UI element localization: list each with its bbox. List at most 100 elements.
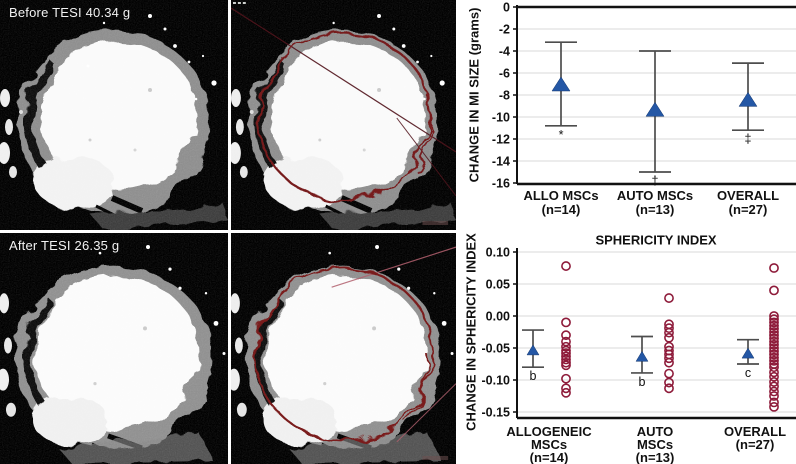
- y-tick-label: -0.10: [482, 374, 511, 388]
- data-point-circle: [561, 330, 571, 341]
- sphericity-chart-title: SPHERICITY INDEX: [595, 232, 717, 248]
- data-point-circle: [769, 330, 779, 341]
- data-point-circle: [561, 354, 571, 365]
- ct-panel-before-plain: Before TESI 40.34 g: [0, 0, 228, 230]
- x-group-label: (n=27): [729, 202, 768, 217]
- data-point-circle: [561, 261, 571, 271]
- ct-scan-after: [0, 233, 228, 464]
- y-tick-label: -12: [492, 133, 510, 147]
- data-point-circle: [769, 336, 779, 347]
- data-point-circle: [561, 387, 571, 398]
- data-point-circle: [664, 357, 674, 368]
- x-group-label: (n=27): [736, 437, 775, 452]
- data-point-circle: [769, 346, 779, 357]
- data-point-circle: [769, 343, 779, 353]
- x-group-label: (n=13): [636, 202, 675, 217]
- data-point-circle: [769, 314, 779, 325]
- y-tick-label: 0.00: [486, 310, 510, 324]
- ct-panel-after-traced: [231, 233, 456, 464]
- data-point-circle: [769, 355, 779, 366]
- data-point-circle: [561, 360, 571, 371]
- sphericity-chart: 0.100.050.00-0.05-0.10-0.15bALLOGENEICMS…: [482, 246, 796, 464]
- data-point-circle: [664, 332, 674, 343]
- y-tick-label: -6: [499, 67, 510, 81]
- ct-panel-before-traced: [231, 0, 456, 230]
- data-point-circle: [769, 381, 779, 392]
- ct-scan-after-traced: [231, 233, 456, 464]
- ct-label-after: After TESI 26.35 g: [9, 238, 120, 253]
- data-point-circle: [561, 383, 571, 394]
- mean-triangle-marker: [738, 91, 758, 107]
- data-point-circle: [769, 327, 779, 337]
- significance-marker: †: [652, 174, 659, 188]
- mean-triangle-marker: [635, 350, 649, 362]
- y-tick-label: -2: [499, 23, 510, 37]
- y-tick-label: 0.10: [486, 246, 510, 260]
- data-point-circle: [664, 383, 674, 394]
- mean-triangle-marker: [551, 76, 571, 92]
- data-point-circle: [769, 317, 779, 328]
- mi-chart-y-axis-label: CHANGE IN MI SIZE (grams): [466, 7, 482, 183]
- data-point-circle: [664, 323, 674, 334]
- ct-label-before: Before TESI 40.34 g: [9, 5, 131, 20]
- significance-marker: c: [745, 366, 751, 380]
- x-group-label: OVERALL: [717, 188, 779, 203]
- data-point-circle: [769, 401, 779, 412]
- data-point-circle: [769, 352, 779, 363]
- y-tick-label: -16: [492, 177, 510, 191]
- sphericity-chart-y-axis-label: CHANGE IN SPHERICITY INDEX: [463, 233, 479, 431]
- charts-column: 0 -2 -4 -6 -8 -10 -12 -14 -16 * ALLO MSCs (n=14) † AU…: [460, 0, 796, 464]
- data-point-circle: [769, 263, 779, 273]
- x-group-label: MSCs: [637, 437, 673, 452]
- data-point-circle: [769, 311, 779, 321]
- x-group-label: MSCs: [531, 437, 567, 452]
- data-point-circle: [769, 333, 779, 344]
- mean-triangle-marker: [645, 101, 665, 117]
- significance-marker: b: [530, 369, 537, 383]
- x-group-label: OVERALL: [724, 424, 786, 439]
- data-point-circle: [769, 371, 779, 382]
- data-point-circle: [769, 349, 779, 360]
- x-group-label: (n=14): [530, 450, 569, 464]
- x-group-label: (n=13): [636, 450, 675, 464]
- x-group-label: ALLO MSCs: [523, 188, 598, 203]
- x-group-label: (n=14): [542, 202, 581, 217]
- data-point-circle: [561, 341, 571, 352]
- ct-scan-before-traced: [231, 0, 456, 230]
- y-tick-label: -4: [499, 45, 510, 59]
- data-point-circle: [664, 327, 674, 338]
- y-tick-label: -14: [492, 155, 510, 169]
- data-point-circle: [769, 323, 779, 334]
- mean-triangle-marker: [741, 347, 755, 359]
- x-group-label: AUTO: [637, 424, 674, 439]
- significance-marker: ‡: [745, 132, 752, 146]
- data-point-circle: [769, 285, 779, 296]
- data-point-circle: [664, 293, 674, 303]
- mi-size-chart: 0 -2 -4 -6 -8 -10 -12 -14 -16 * ALLO MSCs(n=14) †AU…: [492, 1, 796, 217]
- mean-triangle-marker: [526, 344, 540, 356]
- data-point-circle: [769, 397, 779, 408]
- ct-image-grid: Before TESI 40.34 g After TESI 26.35 g: [0, 0, 457, 464]
- ct-scan-before: [0, 0, 228, 230]
- data-point-circle: [769, 391, 779, 401]
- data-point-circle: [664, 377, 674, 388]
- y-tick-label: -0.05: [482, 342, 511, 356]
- data-point-circle: [769, 362, 779, 373]
- x-group-label: ALLOGENEIC: [506, 424, 592, 439]
- ct-panel-after-plain: After TESI 26.35 g: [0, 233, 228, 464]
- data-point-circle: [561, 348, 571, 359]
- y-tick-label: 0.05: [486, 278, 510, 292]
- y-tick-label: -8: [499, 89, 510, 103]
- data-point-circle: [664, 368, 674, 379]
- data-point-circle: [769, 386, 779, 397]
- y-tick-label: 0: [503, 1, 510, 15]
- data-point-circle: [769, 339, 779, 350]
- y-tick-label: -10: [492, 111, 510, 125]
- data-point-circle: [561, 317, 571, 328]
- y-tick-label: -0.15: [482, 406, 511, 420]
- x-group-label: AUTO MSCs: [617, 188, 693, 203]
- data-point-circle: [664, 353, 674, 364]
- data-point-circle: [769, 367, 779, 378]
- data-point-circle: [561, 373, 571, 384]
